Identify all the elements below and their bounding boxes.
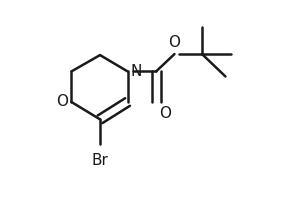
Text: O: O — [56, 94, 68, 110]
Text: N: N — [130, 64, 141, 79]
Text: O: O — [159, 106, 171, 121]
Text: Br: Br — [92, 153, 109, 168]
Text: O: O — [169, 35, 181, 50]
